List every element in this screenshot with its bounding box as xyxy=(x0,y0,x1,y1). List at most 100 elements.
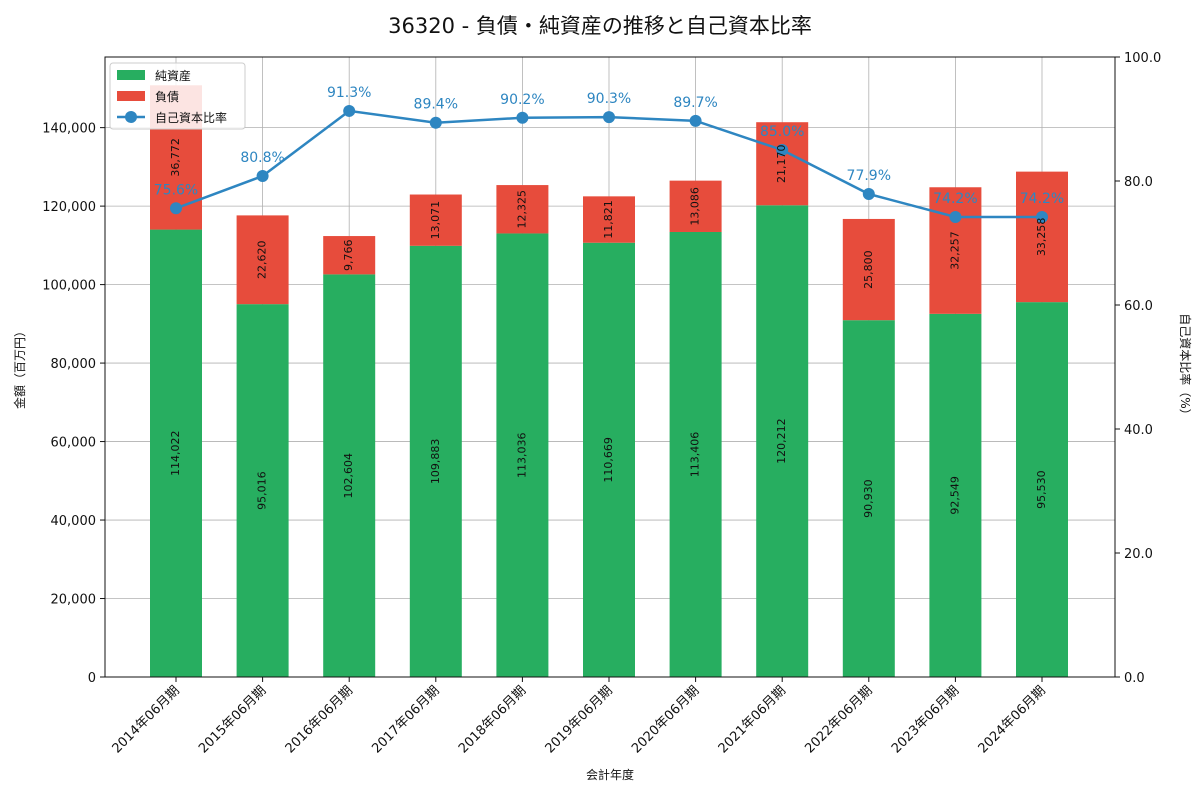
net-assets-value-label: 114,022 xyxy=(169,431,182,477)
equity-ratio-value-label: 74.2% xyxy=(1020,191,1064,207)
x-tick-label: 2019年06月期 xyxy=(543,683,616,756)
y-axis-label: 金額（百万円） xyxy=(12,325,27,409)
bar-liabilities xyxy=(583,196,635,243)
bar-liabilities xyxy=(1016,171,1068,303)
x-tick-label: 2022年06月期 xyxy=(802,683,875,756)
net-assets-value-label: 102,604 xyxy=(342,453,355,499)
equity-ratio-value-label: 90.2% xyxy=(500,92,544,108)
x-tick-label: 2016年06月期 xyxy=(283,683,356,756)
y-tick-label: 20,000 xyxy=(51,593,97,608)
net-assets-value-label: 120,212 xyxy=(775,418,788,464)
equity-ratio-point xyxy=(170,202,182,215)
liabilities-value-label: 11,821 xyxy=(602,200,615,239)
y-tick-label: 120,000 xyxy=(42,200,96,215)
plot-frame xyxy=(104,56,1116,678)
liabilities-value-label: 32,257 xyxy=(948,231,961,270)
x-tick-label: 2024年06月期 xyxy=(976,683,1049,756)
y2-tick-label: 20.0 xyxy=(1124,547,1153,562)
y2-tick-label: 40.0 xyxy=(1124,423,1153,438)
liabilities-value-label: 21,170 xyxy=(775,144,788,183)
bar-liabilities xyxy=(496,185,549,234)
net-assets-value-label: 90,930 xyxy=(862,479,875,517)
bar-liabilities xyxy=(669,180,722,232)
legend-swatch-marker xyxy=(125,111,137,123)
x-tick-label: 2021年06月期 xyxy=(716,683,789,756)
equity-ratio-value-label: 74.2% xyxy=(933,191,977,207)
bar-net-assets xyxy=(150,229,202,677)
y2-tick-label: 0.0 xyxy=(1124,671,1145,686)
equity-ratio-value-label: 89.4% xyxy=(414,97,458,113)
x-tick-label: 2017年06月期 xyxy=(369,683,442,756)
x-tick-label: 2020年06月期 xyxy=(629,683,702,756)
bar-net-assets xyxy=(409,245,462,677)
bar-net-assets xyxy=(1016,302,1068,677)
legend-label-equity-ratio: 自己資本比率 xyxy=(155,110,227,125)
liabilities-value-label: 25,800 xyxy=(862,250,875,289)
liabilities-value-label: 33,258 xyxy=(1035,218,1048,256)
y-tick-label: 100,000 xyxy=(42,279,96,294)
legend-label-liabilities: 負債 xyxy=(155,89,179,104)
legend-swatch-liabilities xyxy=(117,91,145,101)
equity-ratio-point xyxy=(516,111,529,124)
data-labels: 114,022 36,772 95,016 22,620 102,604 9,766 109… xyxy=(154,85,1064,518)
liabilities-value-label: 9,766 xyxy=(342,239,355,271)
liabilities-value-label: 22,620 xyxy=(256,241,269,280)
bar-net-assets xyxy=(583,242,635,677)
equity-ratio-point xyxy=(256,170,269,183)
equity-ratio-value-label: 91.3% xyxy=(327,85,371,101)
x-tick-label: 2014年06月期 xyxy=(110,683,183,756)
equity-ratio-point xyxy=(949,210,962,223)
net-assets-value-label: 95,016 xyxy=(256,471,269,510)
chart-title: 36320 - 負債・純資産の推移と自己資本比率 xyxy=(388,14,812,38)
x-axis-label: 会計年度 xyxy=(586,767,634,782)
x-tick-label: 2023年06月期 xyxy=(889,683,962,756)
equity-ratio-point xyxy=(429,116,442,129)
y-tick-label: 0 xyxy=(88,671,96,686)
liabilities-value-label: 13,071 xyxy=(429,201,442,240)
equity-ratio-point xyxy=(689,114,702,127)
x-tick-label: 2018年06月期 xyxy=(456,683,529,756)
net-assets-value-label: 95,530 xyxy=(1035,470,1048,509)
bar-net-assets xyxy=(929,313,982,677)
x-tick-label: 2015年06月期 xyxy=(196,683,269,756)
equity-ratio-value-label: 80.8% xyxy=(240,150,284,166)
legend-label-net-assets: 純資産 xyxy=(155,68,191,83)
y2-tick-label: 100.0 xyxy=(1124,51,1161,66)
liabilities-value-label: 36,772 xyxy=(169,138,182,177)
equity-ratio-value-label: 89.7% xyxy=(673,95,717,111)
bar-liabilities xyxy=(929,187,982,314)
bar-net-assets xyxy=(496,233,549,677)
bar-liabilities xyxy=(409,194,462,246)
net-assets-value-label: 92,549 xyxy=(948,476,961,515)
bar-net-assets xyxy=(669,231,722,677)
bars xyxy=(150,85,1068,677)
net-assets-value-label: 110,669 xyxy=(602,437,615,483)
y-tick-label: 140,000 xyxy=(42,122,96,137)
equity-ratio-point xyxy=(343,104,356,117)
bar-net-assets xyxy=(756,205,809,677)
liabilities-value-label: 13,086 xyxy=(689,187,702,226)
net-assets-value-label: 109,883 xyxy=(429,439,442,485)
bar-net-assets xyxy=(842,320,895,677)
equity-ratio-line xyxy=(170,104,1048,223)
equity-ratio-point xyxy=(603,111,615,124)
equity-ratio-point xyxy=(862,188,875,201)
bar-liabilities xyxy=(842,218,895,321)
legend-swatch-net-assets xyxy=(117,70,145,80)
bar-liabilities xyxy=(756,122,809,206)
equity-ratio-value-label: 90.3% xyxy=(587,91,631,107)
net-assets-value-label: 113,406 xyxy=(689,432,702,478)
bar-net-assets xyxy=(323,274,376,677)
bar-liabilities xyxy=(323,236,376,275)
equity-ratio-point xyxy=(1036,210,1048,223)
y-tick-label: 40,000 xyxy=(51,514,97,529)
equity-ratio-value-label: 85.0% xyxy=(760,124,804,140)
bar-net-assets xyxy=(236,304,289,677)
y-tick-label: 60,000 xyxy=(51,436,97,451)
y2-tick-label: 60.0 xyxy=(1124,299,1153,314)
equity-ratio-value-label: 75.6% xyxy=(154,182,198,198)
y2-axis-label: 自己資本比率（%） xyxy=(1178,313,1193,420)
equity-ratio-value-label: 77.9% xyxy=(847,168,891,184)
